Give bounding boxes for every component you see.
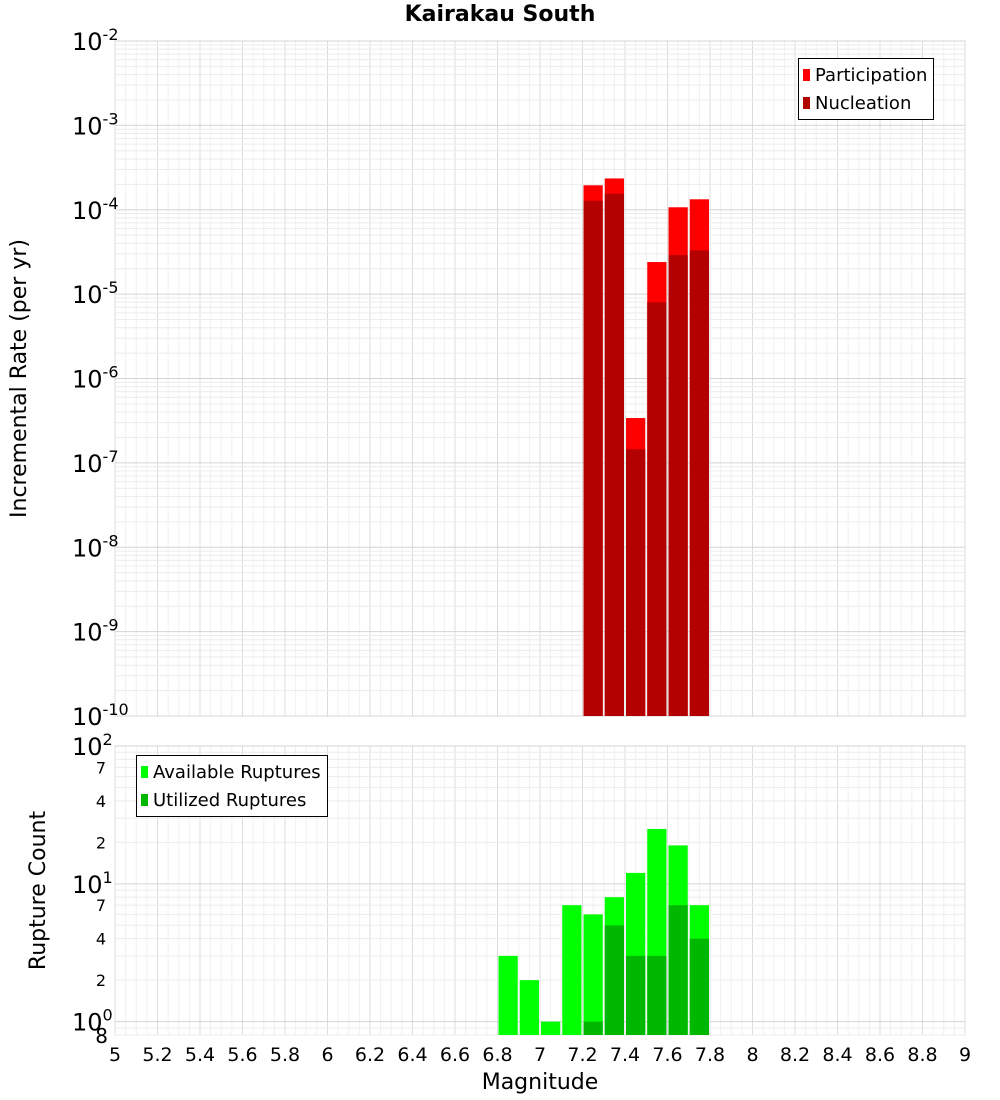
x-tick-label: 8 <box>746 1044 758 1066</box>
legend-label: Participation <box>815 64 928 86</box>
top-bar-nucleation <box>668 255 688 716</box>
legend-label: Available Ruptures <box>153 761 321 783</box>
bottom-bar-available-ruptures <box>562 905 582 1035</box>
top-y-tick-label: 10-7 <box>72 447 119 478</box>
x-tick-label: 8.8 <box>907 1044 937 1066</box>
top-y-tick-label: 10-4 <box>72 194 119 225</box>
chart-title: Kairakau South <box>404 2 596 27</box>
x-tick-label: 7.8 <box>695 1044 725 1066</box>
legend-item-participation: Participation <box>803 61 927 89</box>
top-bar-nucleation <box>583 200 603 716</box>
legend-swatch <box>141 794 148 806</box>
bottom-bar-available-ruptures <box>498 955 518 1035</box>
bottom-y-tick-label: 7 <box>96 896 106 915</box>
bottom-y-tick-label: 8 <box>95 1024 108 1048</box>
top-y-tick-label: 10-8 <box>72 531 119 562</box>
x-axis-label: Magnitude <box>481 1070 599 1095</box>
legend-swatch <box>803 97 810 109</box>
bottom-y-tick-label: 7 <box>96 758 106 777</box>
x-tick-label: 5.6 <box>227 1044 257 1066</box>
x-tick-label: 8.6 <box>865 1044 895 1066</box>
legend-item-utilized: Utilized Ruptures <box>141 786 321 814</box>
x-tick-label: 6.4 <box>397 1044 427 1066</box>
bottom-y-tick-label: 102 <box>72 730 113 761</box>
bottom-bar-available-ruptures <box>583 914 603 1035</box>
x-tick-label: 8.4 <box>822 1044 852 1066</box>
legend-swatch <box>141 766 148 778</box>
bottom-y-tick-label: 4 <box>96 930 106 949</box>
bottom-legend: Available Ruptures Utilized Ruptures <box>136 755 328 817</box>
bottom-y-tick-label: 100 <box>72 1006 113 1037</box>
bottom-bar-utilized-ruptures <box>583 1021 603 1035</box>
x-tick-label: 6.8 <box>482 1044 512 1066</box>
top-y-tick-label: 10-6 <box>72 363 119 394</box>
top-bar-nucleation <box>689 250 709 717</box>
bottom-y-axis-label: Rupture Count <box>25 810 51 970</box>
x-tick-label: 5 <box>109 1044 121 1066</box>
bottom-bar-utilized-ruptures <box>604 925 624 1035</box>
top-y-tick-label: 10-3 <box>72 109 119 140</box>
bottom-y-tick-label: 2 <box>96 971 106 990</box>
bottom-y-tick-label: 101 <box>72 868 113 899</box>
top-y-tick-label: 10-9 <box>72 616 119 647</box>
legend-label: Nucleation <box>815 92 912 114</box>
x-tick-label: 5.2 <box>142 1044 172 1066</box>
x-tick-label: 5.4 <box>185 1044 215 1066</box>
bottom-bar-available-ruptures <box>519 980 539 1035</box>
legend-label: Utilized Ruptures <box>153 789 307 811</box>
top-y-tick-label: 10-5 <box>72 278 119 309</box>
top-y-tick-label: 10-2 <box>72 25 119 56</box>
bottom-bar-available-ruptures <box>541 1021 561 1035</box>
legend-item-available: Available Ruptures <box>141 758 321 786</box>
bottom-bar-utilized-ruptures <box>626 955 646 1035</box>
x-tick-label: 6.6 <box>440 1044 470 1066</box>
x-tick-label: 7.6 <box>652 1044 682 1066</box>
legend-item-nucleation: Nucleation <box>803 89 927 117</box>
top-bar-nucleation <box>626 449 646 716</box>
x-tick-label: 8.2 <box>780 1044 810 1066</box>
legend-swatch <box>803 69 810 81</box>
bottom-y-tick-label: 2 <box>96 833 106 852</box>
x-tick-label: 9 <box>959 1044 971 1066</box>
top-bar-nucleation <box>604 193 624 716</box>
bottom-bar-utilized-ruptures <box>668 905 688 1035</box>
x-tick-label: 6 <box>321 1044 333 1066</box>
top-legend: Participation Nucleation <box>798 58 935 120</box>
bottom-bar-utilized-ruptures <box>647 955 667 1035</box>
x-tick-label: 7 <box>534 1044 546 1066</box>
bottom-bar-utilized-ruptures <box>689 938 709 1035</box>
x-tick-label: 6.2 <box>355 1044 385 1066</box>
bottom-y-tick-label: 4 <box>96 792 106 811</box>
x-tick-label: 5.8 <box>270 1044 300 1066</box>
top-y-tick-label: 10-10 <box>72 700 129 731</box>
x-tick-label: 7.2 <box>567 1044 597 1066</box>
top-bar-nucleation <box>647 302 667 716</box>
x-tick-label: 7.4 <box>610 1044 640 1066</box>
top-y-axis-label: Incremental Rate (per yr) <box>6 238 32 518</box>
